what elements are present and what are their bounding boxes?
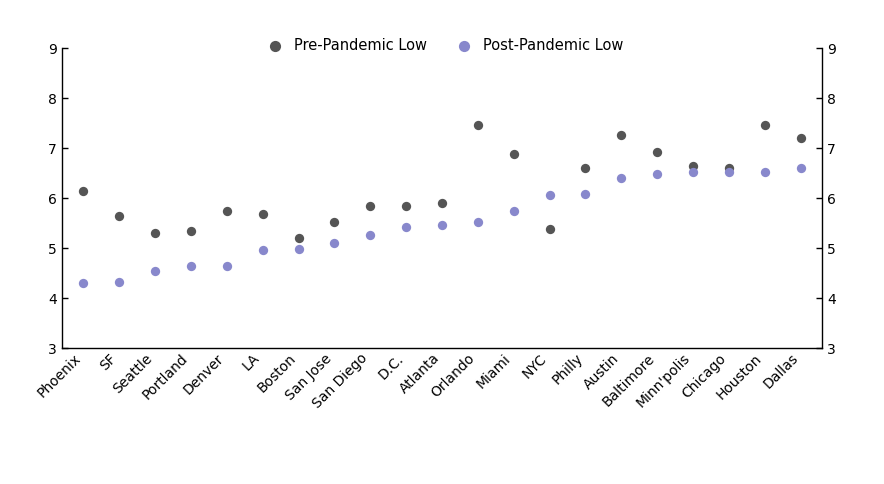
Post-Pandemic Low bbox=[578, 191, 592, 198]
Post-Pandemic Low bbox=[327, 240, 341, 247]
Pre-Pandemic Low bbox=[76, 187, 90, 195]
Post-Pandemic Low bbox=[292, 245, 306, 253]
Pre-Pandemic Low bbox=[722, 165, 736, 172]
Pre-Pandemic Low bbox=[327, 219, 341, 227]
Post-Pandemic Low bbox=[758, 168, 772, 176]
Pre-Pandemic Low bbox=[292, 235, 306, 242]
Pre-Pandemic Low bbox=[255, 211, 270, 218]
Post-Pandemic Low bbox=[686, 168, 700, 176]
Legend: Pre-Pandemic Low, Post-Pandemic Low: Pre-Pandemic Low, Post-Pandemic Low bbox=[255, 31, 629, 59]
Post-Pandemic Low bbox=[255, 246, 270, 254]
Pre-Pandemic Low bbox=[794, 135, 808, 142]
Post-Pandemic Low bbox=[148, 267, 162, 275]
Pre-Pandemic Low bbox=[148, 229, 162, 237]
Post-Pandemic Low bbox=[112, 279, 126, 287]
Pre-Pandemic Low bbox=[399, 202, 413, 210]
Post-Pandemic Low bbox=[614, 175, 629, 182]
Pre-Pandemic Low bbox=[686, 162, 700, 170]
Post-Pandemic Low bbox=[543, 191, 557, 199]
Pre-Pandemic Low bbox=[363, 202, 377, 210]
Post-Pandemic Low bbox=[184, 262, 198, 270]
Pre-Pandemic Low bbox=[578, 165, 592, 172]
Pre-Pandemic Low bbox=[614, 131, 629, 139]
Post-Pandemic Low bbox=[76, 280, 90, 287]
Post-Pandemic Low bbox=[399, 224, 413, 231]
Pre-Pandemic Low bbox=[758, 121, 772, 129]
Post-Pandemic Low bbox=[722, 168, 736, 176]
Post-Pandemic Low bbox=[220, 262, 234, 270]
Post-Pandemic Low bbox=[435, 221, 449, 229]
Pre-Pandemic Low bbox=[184, 227, 198, 235]
Post-Pandemic Low bbox=[650, 170, 664, 178]
Post-Pandemic Low bbox=[471, 219, 485, 227]
Pre-Pandemic Low bbox=[220, 207, 234, 215]
Post-Pandemic Low bbox=[794, 165, 808, 172]
Pre-Pandemic Low bbox=[507, 151, 521, 158]
Pre-Pandemic Low bbox=[112, 212, 126, 220]
Pre-Pandemic Low bbox=[650, 149, 664, 156]
Pre-Pandemic Low bbox=[471, 121, 485, 129]
Post-Pandemic Low bbox=[507, 207, 521, 215]
Pre-Pandemic Low bbox=[435, 199, 449, 207]
Post-Pandemic Low bbox=[363, 231, 377, 239]
Pre-Pandemic Low bbox=[543, 226, 557, 233]
